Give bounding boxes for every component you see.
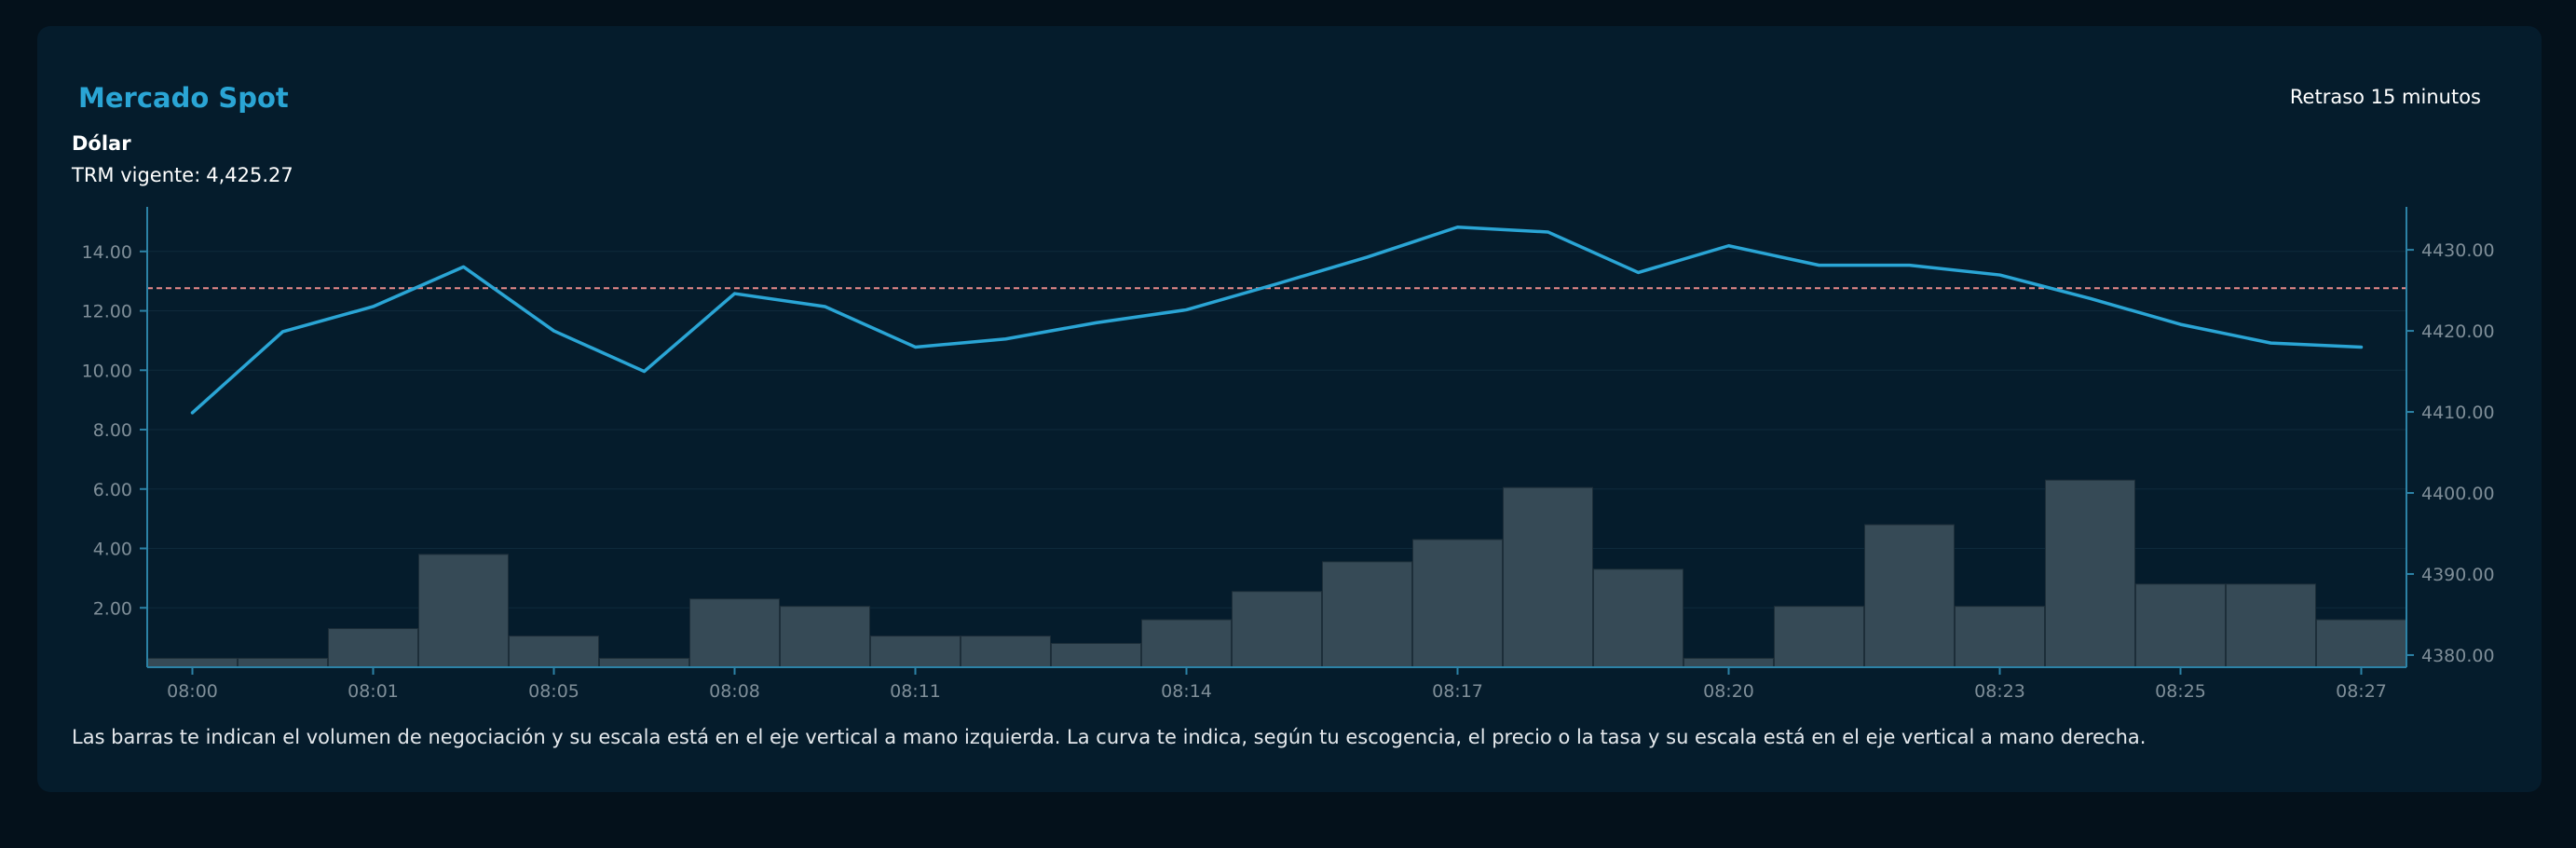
volume-bar[interactable] xyxy=(961,636,1051,668)
price-point[interactable] xyxy=(1904,260,1915,271)
delay-notice: Retraso 15 minutos xyxy=(2289,86,2481,108)
price-point[interactable] xyxy=(458,261,470,272)
axes: 2.00 4.00 6.00 8.00 10.00 12.00 14.00 4380.00 43… xyxy=(82,207,2495,702)
trm-info: TRM vigente: 4,425.27 xyxy=(72,164,293,186)
price-point[interactable] xyxy=(1633,267,1644,278)
price-point[interactable] xyxy=(2356,341,2367,352)
volume-bar[interactable] xyxy=(1955,606,2045,668)
volume-bar[interactable] xyxy=(870,636,961,668)
volume-bar[interactable] xyxy=(1593,568,1683,668)
price-point[interactable] xyxy=(1995,269,2006,280)
volume-bar[interactable] xyxy=(2226,583,2316,668)
price-point[interactable] xyxy=(187,407,198,418)
price-point[interactable] xyxy=(1001,334,1012,345)
instrument-label: Dólar xyxy=(72,132,131,155)
price-point[interactable] xyxy=(1091,317,1102,328)
x-axis-tick-label: 08:20 xyxy=(1703,681,1754,702)
volume-bar[interactable] xyxy=(2316,619,2406,668)
volume-bar[interactable] xyxy=(1864,524,1955,668)
price-point[interactable] xyxy=(368,301,379,312)
volume-bar[interactable] xyxy=(509,636,599,668)
right-axis-tick-label: 4420.00 xyxy=(2421,321,2495,342)
volume-bar[interactable] xyxy=(689,598,780,668)
left-axis-tick-label: 14.00 xyxy=(82,242,132,263)
price-point[interactable] xyxy=(1543,226,1554,238)
volume-bar[interactable] xyxy=(2135,583,2226,668)
volume-bar[interactable] xyxy=(1412,539,1503,668)
trm-label: TRM vigente: xyxy=(72,164,201,186)
price-point[interactable] xyxy=(549,325,560,336)
trm-value: 4,425.27 xyxy=(206,164,293,186)
volume-bar[interactable] xyxy=(1503,486,1593,668)
price-point[interactable] xyxy=(278,326,289,337)
volume-bar[interactable] xyxy=(328,628,418,668)
volume-bar[interactable] xyxy=(1232,591,1322,668)
page-title: Mercado Spot xyxy=(78,82,289,114)
volume-bar[interactable] xyxy=(1322,561,1412,668)
left-axis-tick-label: 10.00 xyxy=(82,361,132,381)
left-axis-tick-label: 8.00 xyxy=(93,420,132,441)
x-axis-tick-label: 08:08 xyxy=(709,681,760,702)
x-axis-tick-label: 08:05 xyxy=(528,681,579,702)
price-point[interactable] xyxy=(1452,222,1464,233)
price-point[interactable] xyxy=(820,301,831,312)
chart-caption: Las barras te indican el volumen de nego… xyxy=(72,726,2147,748)
price-point[interactable] xyxy=(910,341,921,352)
left-axis-tick-label: 12.00 xyxy=(82,302,132,322)
price-point[interactable] xyxy=(2175,319,2187,330)
volume-bar[interactable] xyxy=(418,554,509,668)
price-point[interactable] xyxy=(639,366,650,377)
volume-bar[interactable] xyxy=(147,657,238,668)
volume-bar[interactable] xyxy=(238,657,328,668)
x-axis-tick-label: 08:01 xyxy=(348,681,399,702)
right-axis-tick-label: 4380.00 xyxy=(2421,646,2495,666)
price-point[interactable] xyxy=(2266,337,2277,349)
right-axis-tick-label: 4390.00 xyxy=(2421,565,2495,585)
price-line-layer[interactable] xyxy=(187,222,2367,418)
volume-bar[interactable] xyxy=(1051,643,1141,668)
price-point[interactable] xyxy=(1362,252,1373,263)
volume-bar[interactable] xyxy=(1774,606,1864,668)
price-point[interactable] xyxy=(2085,293,2096,304)
x-axis-tick-label: 08:00 xyxy=(167,681,218,702)
x-axis-tick-label: 08:25 xyxy=(2155,681,2206,702)
price-point[interactable] xyxy=(1814,260,1825,271)
x-axis-tick-label: 08:23 xyxy=(1974,681,2025,702)
x-axis-tick-label: 08:27 xyxy=(2336,681,2387,702)
volume-bar[interactable] xyxy=(1683,657,1774,668)
left-axis-tick-label: 6.00 xyxy=(93,480,132,500)
volume-bar[interactable] xyxy=(780,606,870,668)
x-axis-tick-label: 08:11 xyxy=(890,681,941,702)
volume-bars[interactable] xyxy=(147,479,2406,668)
price-line[interactable] xyxy=(190,225,2364,415)
left-axis-tick-label: 4.00 xyxy=(93,540,132,560)
right-axis-tick-label: 4410.00 xyxy=(2421,403,2495,423)
x-axis-tick-label: 08:14 xyxy=(1161,681,1212,702)
volume-bar[interactable] xyxy=(599,657,689,668)
price-point[interactable] xyxy=(1181,304,1193,315)
price-point[interactable] xyxy=(1272,279,1283,290)
left-axis-tick-label: 2.00 xyxy=(93,598,132,619)
volume-bar[interactable] xyxy=(1141,619,1232,668)
right-axis-tick-label: 4400.00 xyxy=(2421,484,2495,504)
price-point[interactable] xyxy=(729,288,741,299)
price-point[interactable] xyxy=(1724,240,1735,252)
volume-bar[interactable] xyxy=(2045,479,2135,668)
right-axis-tick-label: 4430.00 xyxy=(2421,240,2495,261)
x-axis-tick-label: 08:17 xyxy=(1432,681,1483,702)
